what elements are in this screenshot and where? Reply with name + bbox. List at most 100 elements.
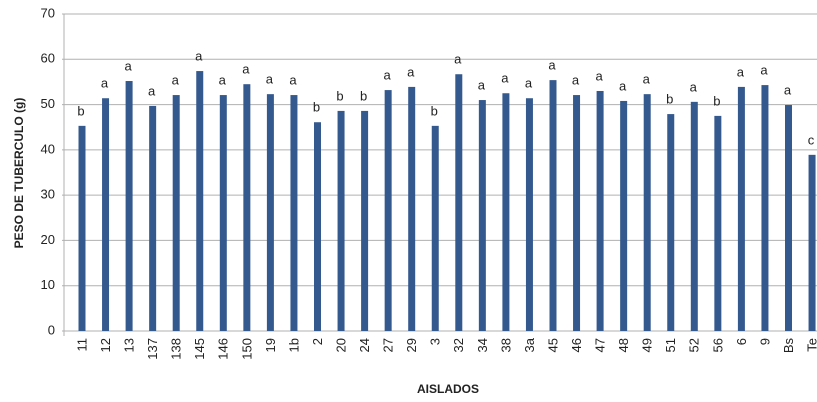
x-tick-label: 150	[239, 338, 254, 360]
x-tick-label: 3	[428, 338, 443, 345]
y-tick-label: 10	[41, 277, 55, 292]
x-tick-label: 46	[569, 338, 584, 352]
bar	[596, 90, 604, 331]
x-tick-label: 2	[310, 338, 325, 345]
x-tick-label: 49	[640, 338, 655, 352]
x-tick-label: 20	[333, 338, 348, 352]
x-tick-label: 11	[74, 338, 89, 352]
annotation: a	[242, 62, 250, 77]
bar	[502, 93, 510, 331]
bar	[808, 154, 816, 331]
annotation: c	[808, 132, 815, 147]
y-tick-label: 70	[41, 5, 55, 20]
annotation: a	[572, 72, 580, 87]
x-tick-label: 9	[757, 338, 772, 345]
annotation: b	[713, 93, 720, 108]
bar	[573, 95, 581, 331]
bar	[125, 81, 133, 331]
annotation: a	[760, 63, 768, 78]
annotation: a	[289, 72, 297, 87]
bar	[737, 86, 745, 331]
x-tick-label: 12	[98, 338, 113, 352]
bar	[643, 94, 651, 331]
annotation: a	[124, 58, 132, 73]
x-tick-label: 32	[451, 338, 466, 352]
annotation: a	[384, 68, 392, 83]
x-tick-label: 137	[145, 338, 160, 360]
x-tick-label: Te	[804, 338, 817, 352]
bar	[290, 95, 298, 331]
bar	[478, 100, 486, 332]
bar	[219, 95, 227, 331]
x-tick-label: 47	[593, 338, 608, 352]
annotation: a	[407, 64, 415, 79]
annotation: a	[548, 58, 556, 73]
annotation: a	[195, 48, 203, 63]
bar	[549, 80, 557, 331]
bar	[102, 98, 110, 331]
bar	[314, 122, 321, 332]
bar	[172, 95, 180, 331]
bar	[337, 110, 345, 331]
x-tick-label: 48	[616, 338, 631, 352]
x-tick-label: 3a	[522, 337, 537, 352]
y-tick-label: 20	[41, 232, 55, 247]
bar	[690, 101, 698, 332]
annotation: a	[525, 76, 533, 91]
bar	[149, 105, 157, 332]
annotation: a	[595, 68, 603, 83]
bar	[243, 84, 251, 331]
x-tick-label: Bs	[781, 338, 796, 354]
bar	[384, 90, 392, 331]
annotation: a	[643, 72, 651, 87]
annotation: b	[666, 92, 673, 107]
annotation: a	[737, 64, 745, 79]
bar	[408, 86, 416, 331]
x-tick-label: 27	[381, 338, 396, 352]
x-tick-label: 145	[192, 338, 207, 360]
annotation: b	[360, 88, 367, 103]
annotation: b	[431, 103, 438, 118]
x-tick-label: 51	[663, 338, 678, 352]
bar	[361, 110, 369, 331]
bar	[620, 100, 628, 331]
bar	[266, 94, 274, 331]
annotation: a	[784, 82, 792, 97]
annotation: a	[148, 83, 156, 98]
x-tick-label: 19	[263, 338, 278, 352]
y-tick-label: 40	[41, 141, 55, 156]
annotation: b	[313, 100, 320, 115]
bar	[785, 105, 792, 331]
annotation: a	[101, 76, 109, 91]
annotation: a	[478, 77, 486, 92]
x-tick-label: 13	[122, 338, 137, 352]
bar	[455, 74, 463, 331]
bar	[525, 98, 533, 331]
x-tick-label: 34	[475, 338, 490, 352]
x-tick-label: 52	[687, 338, 702, 352]
annotation: a	[266, 72, 274, 87]
x-tick-label: 1b	[286, 338, 301, 352]
annotation: a	[690, 79, 698, 94]
bar	[78, 125, 86, 331]
x-tick-label: 45	[545, 338, 560, 352]
annotation: a	[619, 78, 627, 93]
bar	[714, 115, 722, 332]
bar	[431, 125, 439, 331]
y-tick-label: 60	[41, 51, 55, 66]
x-axis-label: AISLADOS	[417, 382, 479, 396]
x-tick-label: 24	[357, 338, 372, 352]
x-tick-label: 38	[498, 338, 513, 352]
y-tick-label: 0	[48, 322, 55, 337]
x-tick-label: 29	[404, 338, 419, 352]
annotation: b	[77, 103, 84, 118]
x-tick-label: 146	[216, 338, 231, 360]
annotation: b	[336, 88, 343, 103]
annotation: a	[172, 72, 180, 87]
bar	[761, 85, 769, 331]
annotation: a	[219, 72, 227, 87]
bar	[667, 114, 675, 332]
bar	[196, 71, 204, 331]
y-axis-label: PESO DE TUBERCULO (g)	[12, 98, 26, 249]
